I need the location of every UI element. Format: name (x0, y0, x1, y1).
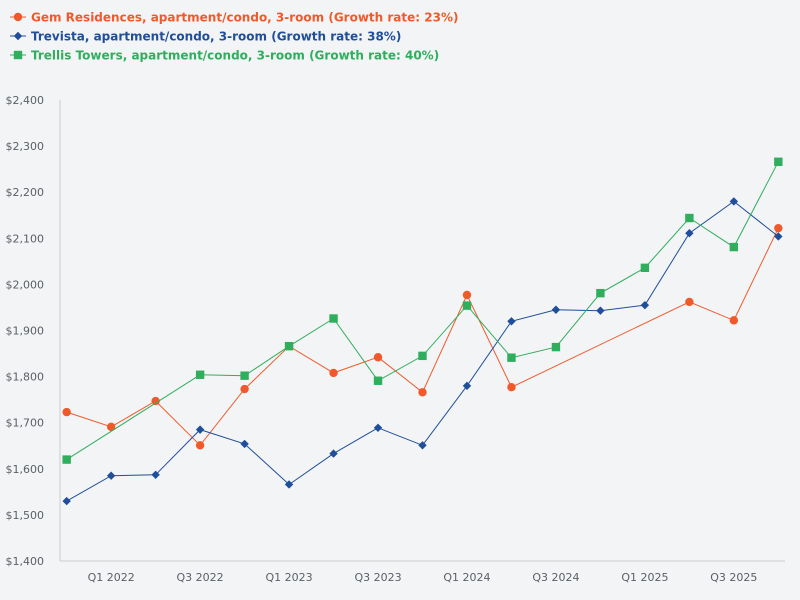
y-tick-label: $1,700 (6, 417, 45, 430)
y-tick-label: $1,400 (6, 555, 45, 568)
legend-label: Trellis Towers, apartment/condo, 3-room … (31, 49, 439, 63)
data-point-circle (240, 384, 249, 394)
data-point-square (462, 301, 472, 310)
legend-label: Trevista, apartment/condo, 3-room (Growt… (31, 30, 401, 44)
data-point-diamond (106, 471, 116, 480)
data-point-diamond (418, 441, 427, 450)
data-point-square (774, 157, 783, 166)
data-point-square (195, 370, 205, 379)
y-tick-label: $2,400 (6, 94, 45, 107)
y-tick-label: $1,800 (6, 371, 45, 384)
y-tick-label: $2,300 (6, 140, 45, 153)
legend-item-3: Trellis Towers, apartment/condo, 3-room … (10, 49, 439, 63)
axes: $1,400 $1,500 $1,600 $1,700 $1,800 $1,900 $2,0… (6, 94, 785, 584)
data-point-diamond (240, 439, 249, 449)
legend-marker (13, 50, 23, 60)
data-point-diamond (596, 306, 605, 315)
data-point-circle (774, 223, 783, 233)
data-point-circle (462, 290, 472, 300)
data-point-square (418, 351, 427, 361)
data-point-circle (507, 383, 516, 392)
legend-marker (13, 12, 23, 22)
data-point-diamond (551, 305, 561, 314)
data-point-square (507, 353, 516, 362)
x-tick-label: Q3 2025 (710, 571, 757, 584)
legend-marker (13, 31, 23, 41)
x-tick-label: Q1 2024 (443, 571, 490, 584)
data-point-circle (195, 441, 205, 450)
legend-item-2: Trevista, apartment/condo, 3-room (Growt… (10, 30, 401, 44)
data-point-diamond (729, 197, 739, 206)
series-line (66, 227, 779, 447)
x-tick-label: Q3 2024 (532, 571, 579, 584)
y-tick-label: $1,900 (6, 325, 45, 338)
x-tick-label: Q1 2025 (621, 571, 668, 584)
data-point-circle (62, 407, 71, 417)
data-point-circle (685, 297, 694, 307)
data-point-circle (151, 396, 160, 406)
data-point-diamond (195, 425, 205, 434)
data-point-diamond (284, 480, 294, 489)
data-point-diamond (507, 317, 516, 326)
data-point-square (640, 263, 650, 273)
series-2 (62, 197, 783, 506)
data-point-circle (329, 368, 338, 378)
data-point-square (551, 342, 561, 352)
series-layer (62, 157, 783, 506)
data-point-square (62, 455, 71, 464)
data-point-circle (106, 422, 116, 432)
data-point-diamond (774, 232, 783, 241)
y-tick-label: $2,200 (6, 186, 45, 199)
y-tick-label: $1,500 (6, 509, 45, 522)
y-tick-label: $1,600 (6, 463, 45, 476)
x-tick-label: Q1 2023 (265, 571, 312, 584)
x-tick-label: Q1 2022 (88, 571, 135, 584)
data-point-circle (373, 353, 383, 362)
legend-label: Gem Residences, apartment/condo, 3-room … (31, 11, 458, 25)
data-point-diamond (462, 381, 472, 391)
data-point-square (596, 288, 605, 298)
data-point-circle (729, 316, 739, 325)
data-point-square (240, 371, 249, 380)
data-point-circle (418, 388, 427, 397)
series-line (66, 200, 779, 502)
data-point-square (685, 213, 694, 223)
x-tick-label: Q3 2023 (354, 571, 401, 584)
data-point-diamond (151, 470, 160, 479)
data-point-square (284, 341, 294, 351)
data-point-square (373, 376, 383, 385)
y-tick-label: $2,000 (6, 278, 45, 291)
data-point-diamond (685, 229, 694, 238)
data-point-square (729, 242, 739, 252)
data-point-diamond (640, 300, 650, 310)
legend: Gem Residences, apartment/condo, 3-room … (10, 11, 458, 63)
series-3 (62, 157, 783, 464)
data-point-diamond (373, 423, 383, 432)
x-tick-label: Q3 2022 (177, 571, 224, 584)
y-tick-label: $2,100 (6, 232, 45, 245)
data-point-square (329, 314, 338, 323)
data-point-diamond (62, 496, 71, 506)
series-1 (62, 223, 783, 450)
data-point-diamond (329, 449, 338, 458)
legend-item-1: Gem Residences, apartment/condo, 3-room … (10, 11, 458, 25)
